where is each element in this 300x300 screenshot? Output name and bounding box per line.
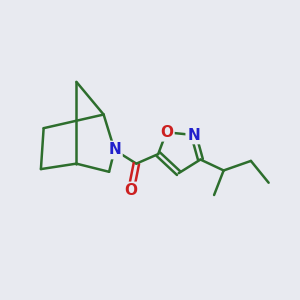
Text: O: O [160,125,173,140]
Text: N: N [108,142,121,158]
Text: O: O [124,183,137,198]
Text: N: N [187,128,200,142]
